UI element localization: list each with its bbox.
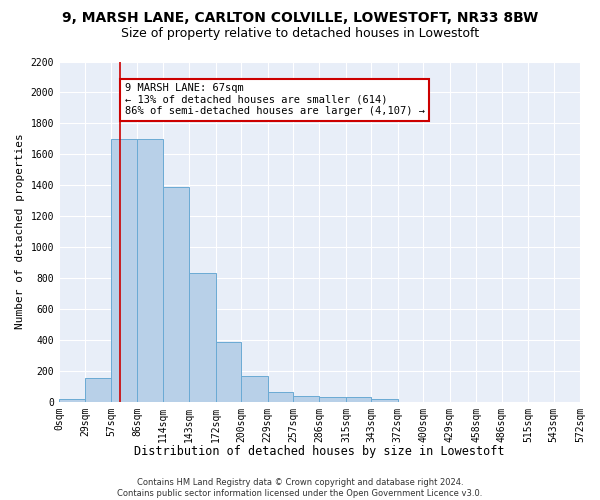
Text: 9, MARSH LANE, CARLTON COLVILLE, LOWESTOFT, NR33 8BW: 9, MARSH LANE, CARLTON COLVILLE, LOWESTO… (62, 11, 538, 25)
Text: 9 MARSH LANE: 67sqm
← 13% of detached houses are smaller (614)
86% of semi-detac: 9 MARSH LANE: 67sqm ← 13% of detached ho… (125, 83, 425, 116)
Bar (241, 376, 268, 402)
Bar (319, 397, 346, 402)
Bar (346, 397, 371, 402)
Bar (268, 392, 293, 402)
Bar (59, 400, 85, 402)
Bar (293, 396, 319, 402)
Bar (215, 342, 241, 402)
Bar (111, 139, 137, 402)
Bar (189, 272, 215, 402)
Text: Size of property relative to detached houses in Lowestoft: Size of property relative to detached ho… (121, 27, 479, 40)
X-axis label: Distribution of detached houses by size in Lowestoft: Distribution of detached houses by size … (134, 444, 505, 458)
Y-axis label: Number of detached properties: Number of detached properties (15, 134, 25, 330)
Bar (85, 378, 111, 402)
Text: Contains HM Land Registry data © Crown copyright and database right 2024.
Contai: Contains HM Land Registry data © Crown c… (118, 478, 482, 498)
Bar (163, 186, 189, 402)
Bar (371, 398, 398, 402)
Bar (137, 139, 163, 402)
